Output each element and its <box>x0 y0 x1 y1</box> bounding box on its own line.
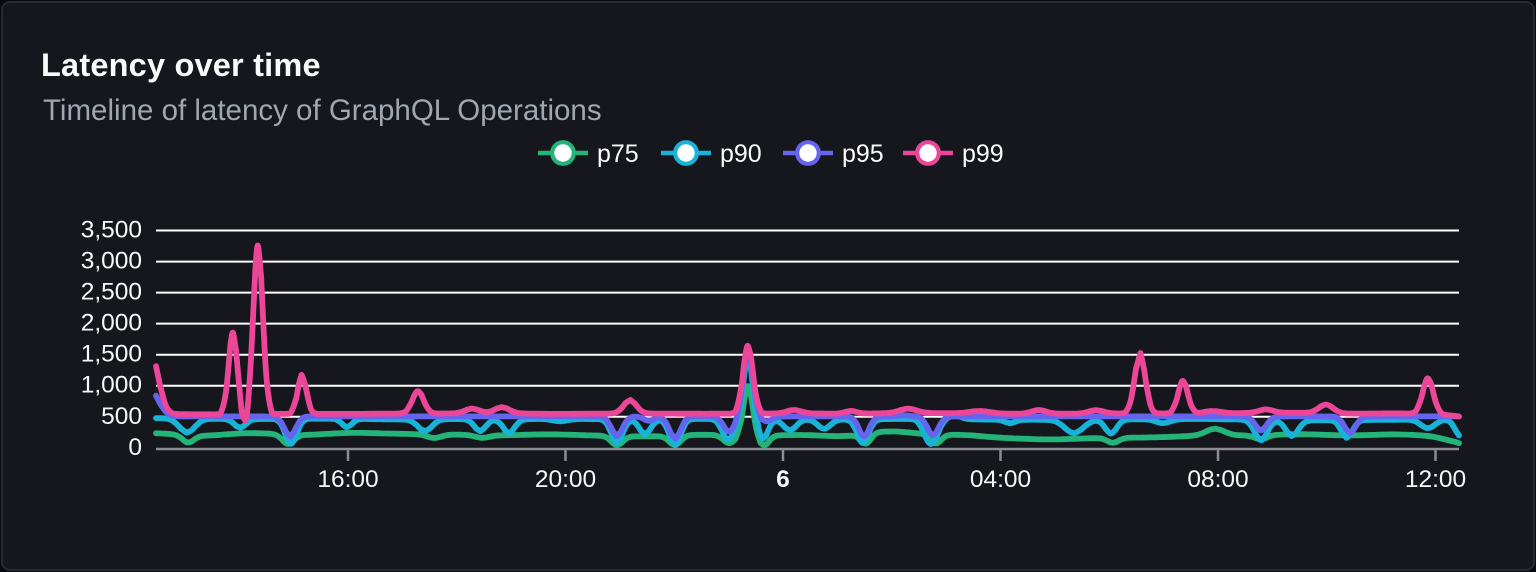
svg-text:p75: p75 <box>597 140 639 168</box>
svg-text:p99: p99 <box>962 140 1004 168</box>
svg-text:p90: p90 <box>720 140 762 168</box>
svg-text:08:00: 08:00 <box>1187 466 1248 493</box>
svg-text:3,500: 3,500 <box>81 217 142 244</box>
svg-text:04:00: 04:00 <box>970 466 1031 493</box>
svg-text:p95: p95 <box>842 140 884 168</box>
svg-text:2,500: 2,500 <box>81 279 142 306</box>
svg-text:6: 6 <box>776 466 790 493</box>
svg-text:16:00: 16:00 <box>317 466 378 493</box>
svg-text:500: 500 <box>101 403 142 430</box>
svg-text:12:00: 12:00 <box>1405 466 1466 493</box>
svg-text:20:00: 20:00 <box>535 466 596 493</box>
svg-text:1,500: 1,500 <box>81 341 142 368</box>
svg-text:2,000: 2,000 <box>81 310 142 337</box>
svg-text:1,000: 1,000 <box>81 372 142 399</box>
svg-text:3,000: 3,000 <box>81 248 142 275</box>
svg-text:0: 0 <box>128 434 142 461</box>
